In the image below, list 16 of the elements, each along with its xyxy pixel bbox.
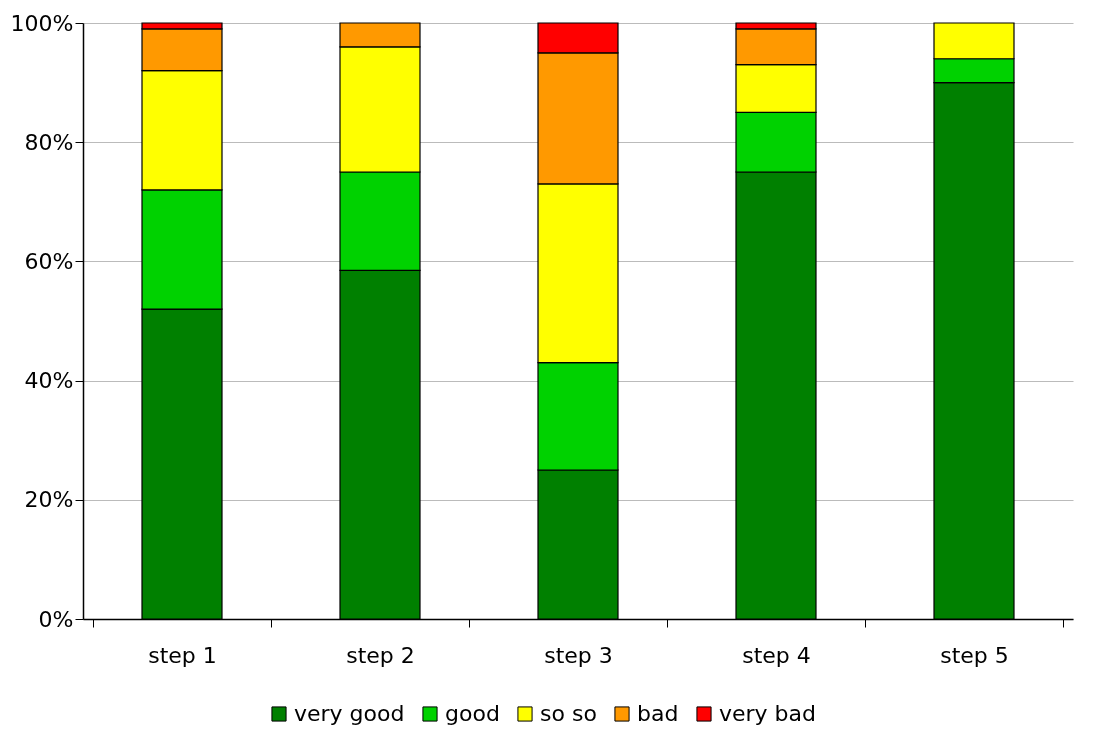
y-tick-label: 40% bbox=[24, 368, 74, 394]
x-tick-label: step 4 bbox=[742, 642, 811, 668]
legend-label: very bad bbox=[719, 701, 817, 726]
y-tick-label: 80% bbox=[24, 129, 74, 155]
x-tick-label: step 3 bbox=[544, 642, 613, 668]
legend-label: so so bbox=[540, 701, 597, 726]
legend-label: good bbox=[445, 701, 500, 726]
y-tick-label: 0% bbox=[38, 606, 74, 632]
y-tick-label: 60% bbox=[24, 248, 74, 274]
legend-label: very good bbox=[294, 701, 405, 726]
x-tick-label: step 5 bbox=[940, 642, 1009, 668]
y-tick-label: 20% bbox=[24, 487, 74, 513]
legend-label: bad bbox=[637, 701, 679, 726]
x-tick-label: step 2 bbox=[346, 642, 415, 668]
y-tick-label: 100% bbox=[10, 10, 74, 36]
x-tick-label: step 1 bbox=[148, 642, 217, 668]
